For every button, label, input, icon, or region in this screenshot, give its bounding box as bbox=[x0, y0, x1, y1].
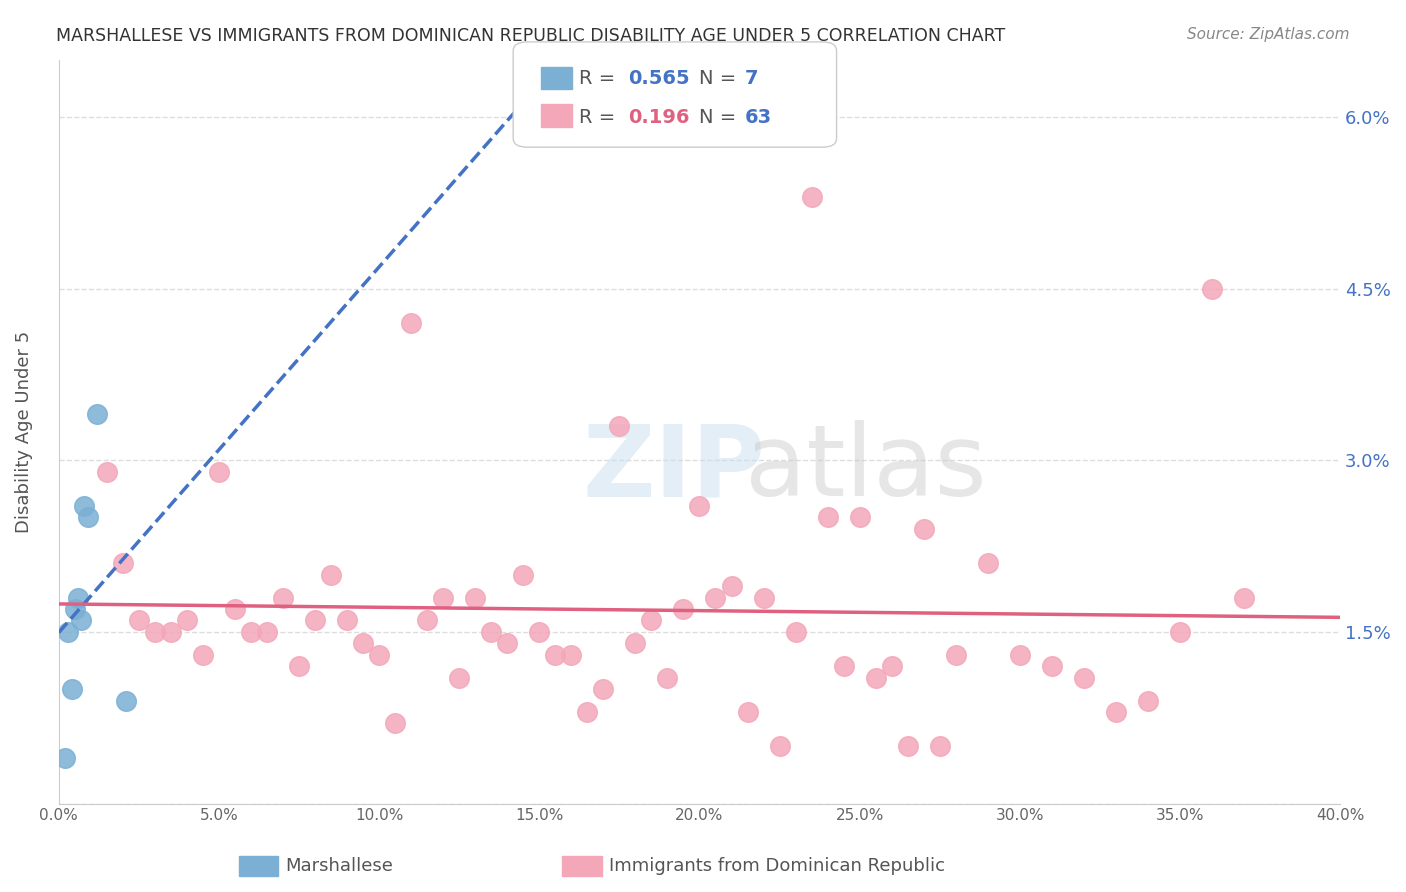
Point bbox=[115, 693, 138, 707]
Point bbox=[576, 705, 599, 719]
Point bbox=[865, 671, 887, 685]
Point bbox=[70, 614, 93, 628]
Point bbox=[86, 408, 108, 422]
Point bbox=[239, 624, 262, 639]
Point bbox=[977, 556, 1000, 570]
Point bbox=[1233, 591, 1256, 605]
Text: 0.196: 0.196 bbox=[628, 108, 690, 128]
Point bbox=[96, 465, 118, 479]
Point bbox=[143, 624, 166, 639]
Point bbox=[945, 648, 967, 662]
Point bbox=[1008, 648, 1031, 662]
Point bbox=[737, 705, 759, 719]
Point bbox=[191, 648, 214, 662]
Point bbox=[384, 716, 406, 731]
Point bbox=[128, 614, 150, 628]
Point bbox=[800, 190, 823, 204]
Point bbox=[817, 510, 839, 524]
Text: MARSHALLESE VS IMMIGRANTS FROM DOMINICAN REPUBLIC DISABILITY AGE UNDER 5 CORRELA: MARSHALLESE VS IMMIGRANTS FROM DOMINICAN… bbox=[56, 27, 1005, 45]
Point bbox=[399, 316, 422, 330]
Text: Immigrants from Dominican Republic: Immigrants from Dominican Republic bbox=[609, 857, 945, 875]
Point bbox=[256, 624, 278, 639]
Point bbox=[60, 682, 83, 697]
Point bbox=[1137, 693, 1160, 707]
Point bbox=[832, 659, 855, 673]
Point bbox=[657, 671, 679, 685]
Point bbox=[73, 499, 96, 513]
Point bbox=[1105, 705, 1128, 719]
Point bbox=[53, 751, 76, 765]
Point bbox=[785, 624, 807, 639]
Point bbox=[544, 648, 567, 662]
Point bbox=[352, 636, 374, 650]
Point bbox=[1040, 659, 1063, 673]
Point bbox=[224, 602, 246, 616]
Point bbox=[1201, 281, 1223, 295]
Text: atlas: atlas bbox=[745, 420, 987, 517]
Point bbox=[752, 591, 775, 605]
Point bbox=[288, 659, 311, 673]
Point bbox=[688, 499, 710, 513]
Point bbox=[208, 465, 231, 479]
Point bbox=[768, 739, 790, 754]
Point bbox=[58, 624, 80, 639]
Point bbox=[592, 682, 614, 697]
Text: 63: 63 bbox=[745, 108, 772, 128]
Point bbox=[66, 591, 89, 605]
Point bbox=[848, 510, 870, 524]
Point bbox=[720, 579, 742, 593]
Point bbox=[479, 624, 502, 639]
Point bbox=[560, 648, 582, 662]
Point bbox=[640, 614, 662, 628]
Point bbox=[176, 614, 198, 628]
Text: 0.565: 0.565 bbox=[628, 69, 690, 88]
Text: N =: N = bbox=[699, 69, 742, 88]
Point bbox=[880, 659, 903, 673]
Point bbox=[63, 602, 86, 616]
Point bbox=[271, 591, 294, 605]
Text: Source: ZipAtlas.com: Source: ZipAtlas.com bbox=[1187, 27, 1350, 42]
Point bbox=[912, 522, 935, 536]
Text: ZIP: ZIP bbox=[582, 420, 765, 517]
Y-axis label: Disability Age Under 5: Disability Age Under 5 bbox=[15, 330, 32, 533]
Point bbox=[304, 614, 326, 628]
Point bbox=[897, 739, 920, 754]
Text: Marshallese: Marshallese bbox=[285, 857, 394, 875]
Point bbox=[624, 636, 647, 650]
Point bbox=[609, 418, 631, 433]
Point bbox=[111, 556, 134, 570]
Point bbox=[704, 591, 727, 605]
Point bbox=[336, 614, 359, 628]
Point bbox=[432, 591, 454, 605]
Text: R =: R = bbox=[579, 108, 621, 128]
Point bbox=[672, 602, 695, 616]
Point bbox=[76, 510, 98, 524]
Point bbox=[1073, 671, 1095, 685]
Point bbox=[319, 567, 342, 582]
Point bbox=[512, 567, 534, 582]
Point bbox=[496, 636, 519, 650]
Point bbox=[464, 591, 486, 605]
Point bbox=[1168, 624, 1191, 639]
Point bbox=[449, 671, 471, 685]
Point bbox=[160, 624, 183, 639]
Point bbox=[416, 614, 439, 628]
Point bbox=[529, 624, 551, 639]
Point bbox=[928, 739, 950, 754]
Text: N =: N = bbox=[699, 108, 742, 128]
Text: R =: R = bbox=[579, 69, 621, 88]
Text: 7: 7 bbox=[745, 69, 759, 88]
Point bbox=[368, 648, 391, 662]
